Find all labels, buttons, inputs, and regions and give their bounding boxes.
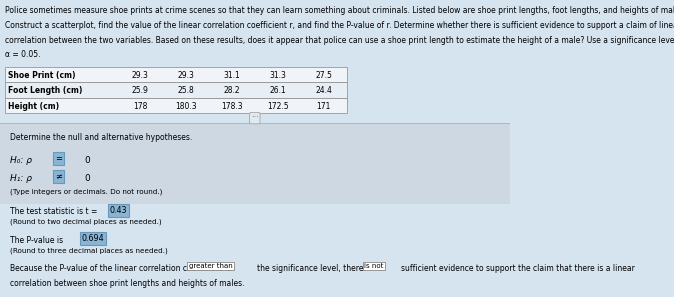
Text: 25.9: 25.9 xyxy=(131,86,148,95)
Text: ···: ··· xyxy=(251,114,259,123)
Text: Foot Length (cm): Foot Length (cm) xyxy=(7,86,82,95)
FancyBboxPatch shape xyxy=(0,123,510,204)
Text: 0.694: 0.694 xyxy=(82,234,104,243)
Text: The P-value is: The P-value is xyxy=(10,236,63,244)
FancyBboxPatch shape xyxy=(5,82,346,98)
Text: =: = xyxy=(55,154,62,163)
Text: 29.3: 29.3 xyxy=(131,71,148,80)
Text: 31.3: 31.3 xyxy=(270,71,286,80)
Text: Police sometimes measure shoe prints at crime scenes so that they can learn some: Police sometimes measure shoe prints at … xyxy=(5,6,674,15)
Text: Height (cm): Height (cm) xyxy=(7,102,59,111)
Text: sufficient evidence to support the claim that there is a linear: sufficient evidence to support the claim… xyxy=(401,264,635,273)
Text: 26.1: 26.1 xyxy=(270,86,286,95)
Text: 31.1: 31.1 xyxy=(224,71,240,80)
Text: is not: is not xyxy=(365,263,384,269)
Text: 0.43: 0.43 xyxy=(110,206,127,215)
Text: Shoe Print (cm): Shoe Print (cm) xyxy=(7,71,75,80)
FancyBboxPatch shape xyxy=(5,98,346,113)
Text: 178.3: 178.3 xyxy=(221,102,243,111)
Text: ≠: ≠ xyxy=(55,172,62,181)
Text: 178: 178 xyxy=(133,102,148,111)
Text: greater than: greater than xyxy=(189,263,233,269)
Text: 28.2: 28.2 xyxy=(224,86,240,95)
Text: 27.5: 27.5 xyxy=(315,71,332,80)
Text: correlation between the two variables. Based on these results, does it appear th: correlation between the two variables. B… xyxy=(5,36,674,45)
Text: (Round to two decimal places as needed.): (Round to two decimal places as needed.) xyxy=(10,219,162,225)
Text: 0: 0 xyxy=(84,174,90,183)
Text: Construct a scatterplot, find the value of the linear correlation coefficient r,: Construct a scatterplot, find the value … xyxy=(5,21,674,30)
Text: H₀: ρ: H₀: ρ xyxy=(10,156,32,165)
Text: α = 0.05.: α = 0.05. xyxy=(5,50,40,59)
Text: (Round to three decimal places as needed.): (Round to three decimal places as needed… xyxy=(10,247,168,254)
Text: Determine the null and alternative hypotheses.: Determine the null and alternative hypot… xyxy=(10,133,193,143)
Text: H₁: ρ: H₁: ρ xyxy=(10,174,32,183)
FancyBboxPatch shape xyxy=(5,67,346,82)
Text: Because the P-value of the linear correlation coefficient is: Because the P-value of the linear correl… xyxy=(10,264,232,273)
Text: 24.4: 24.4 xyxy=(315,86,332,95)
Text: 25.8: 25.8 xyxy=(178,86,194,95)
Text: The test statistic is t =: The test statistic is t = xyxy=(10,207,98,216)
Text: 29.3: 29.3 xyxy=(177,71,195,80)
Text: correlation between shoe print lengths and heights of males.: correlation between shoe print lengths a… xyxy=(10,279,245,288)
Text: 172.5: 172.5 xyxy=(267,102,288,111)
Text: 0: 0 xyxy=(84,156,90,165)
Text: (Type integers or decimals. Do not round.): (Type integers or decimals. Do not round… xyxy=(10,189,162,195)
Text: the significance level, there: the significance level, there xyxy=(257,264,364,273)
Text: 171: 171 xyxy=(316,102,331,111)
Text: 180.3: 180.3 xyxy=(175,102,197,111)
